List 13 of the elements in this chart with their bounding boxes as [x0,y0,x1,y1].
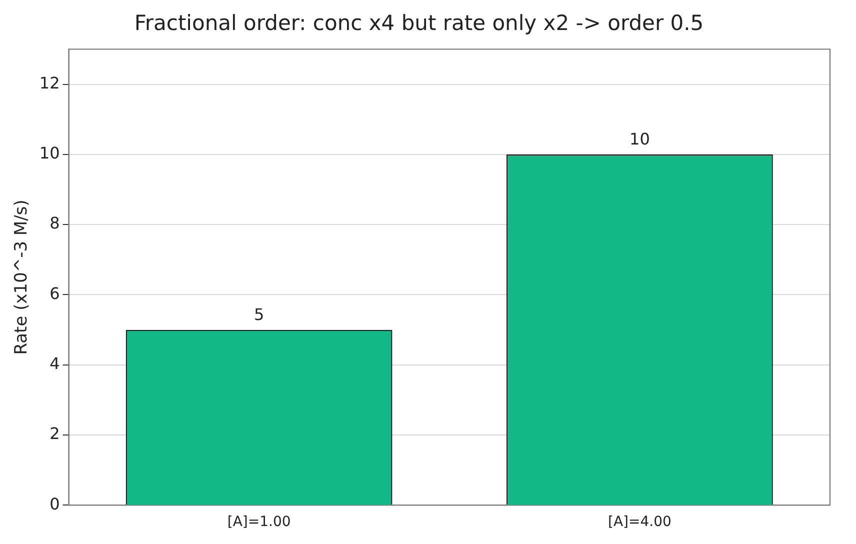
y-axis-title: Rate (x10^-3 M/s) [12,200,32,355]
data-label: 5 [254,304,264,324]
data-label: 10 [630,130,650,149]
chart-title: Fractional order: conc x4 but rate only x2 -> order 0.5 [134,11,704,36]
x-tick-label: [A]=1.00 [227,514,291,530]
y-tick-label: 4 [50,354,60,374]
y-tick-label: 10 [39,144,60,163]
y-tick-label: 0 [50,494,60,514]
y-tick-label: 2 [50,424,60,444]
y-tick-label: 12 [39,73,60,92]
y-tick-label: 6 [50,284,60,303]
y-tick-label: 8 [50,214,60,233]
x-tick-label: [A]=4.00 [608,514,672,530]
